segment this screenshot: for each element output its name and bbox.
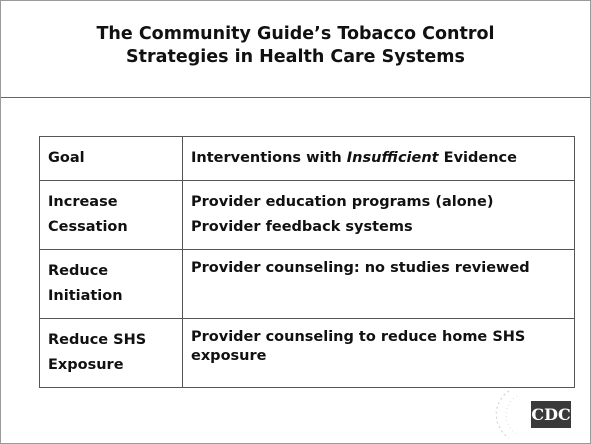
intervention-cell: Provider counseling to reduce home SHS e…	[182, 318, 575, 388]
cell-text: Provider education programs (alone)	[191, 194, 494, 210]
cell-text: Increase Cessation	[48, 194, 128, 235]
cell-text-italic: Insufficient	[346, 150, 439, 166]
row: Reduce Initiation Provider counseling: n…	[39, 249, 575, 319]
cdc-logo: CDC	[531, 401, 571, 428]
cell-text: Interventions with	[191, 150, 347, 166]
cell-text: Provider counseling to reduce home SHS e…	[191, 329, 526, 364]
cell-text: Reduce SHS Exposure	[48, 332, 147, 373]
title-line: The Community Guide’s Tobacco Control	[96, 24, 495, 44]
header-cell: Interventions with Insufficient Evidence	[182, 136, 575, 181]
cell-text: Goal	[48, 150, 85, 166]
header-row: Goal Interventions with Insufficient Evi…	[39, 136, 575, 181]
row: Increase Cessation Provider education pr…	[39, 180, 575, 250]
intervention-cell: Provider education programs (alone) Provi…	[182, 180, 575, 250]
table: Goal Interventions with Insufficient Evi…	[39, 136, 575, 388]
intervention-cell: Provider counseling: no studies reviewed	[182, 249, 575, 319]
logo-decoration	[495, 390, 518, 439]
row: Reduce SHS Exposure Provider counseling …	[39, 318, 575, 388]
cell-text: Evidence	[438, 150, 517, 166]
title-line: Strategies in Health Care Systems	[126, 47, 465, 67]
cell-text: Provider feedback systems	[191, 219, 413, 235]
goal-cell: Reduce SHS Exposure	[39, 318, 183, 388]
header-cell: Goal	[39, 136, 183, 181]
cell-text: Provider counseling: no studies reviewed	[191, 260, 530, 276]
title-rule	[1, 97, 590, 98]
slide-title: The Community Guide’s Tobacco Control St…	[1, 23, 590, 69]
goal-cell: Reduce Initiation	[39, 249, 183, 319]
goal-cell: Increase Cessation	[39, 180, 183, 250]
cell-text: Reduce Initiation	[48, 263, 123, 304]
